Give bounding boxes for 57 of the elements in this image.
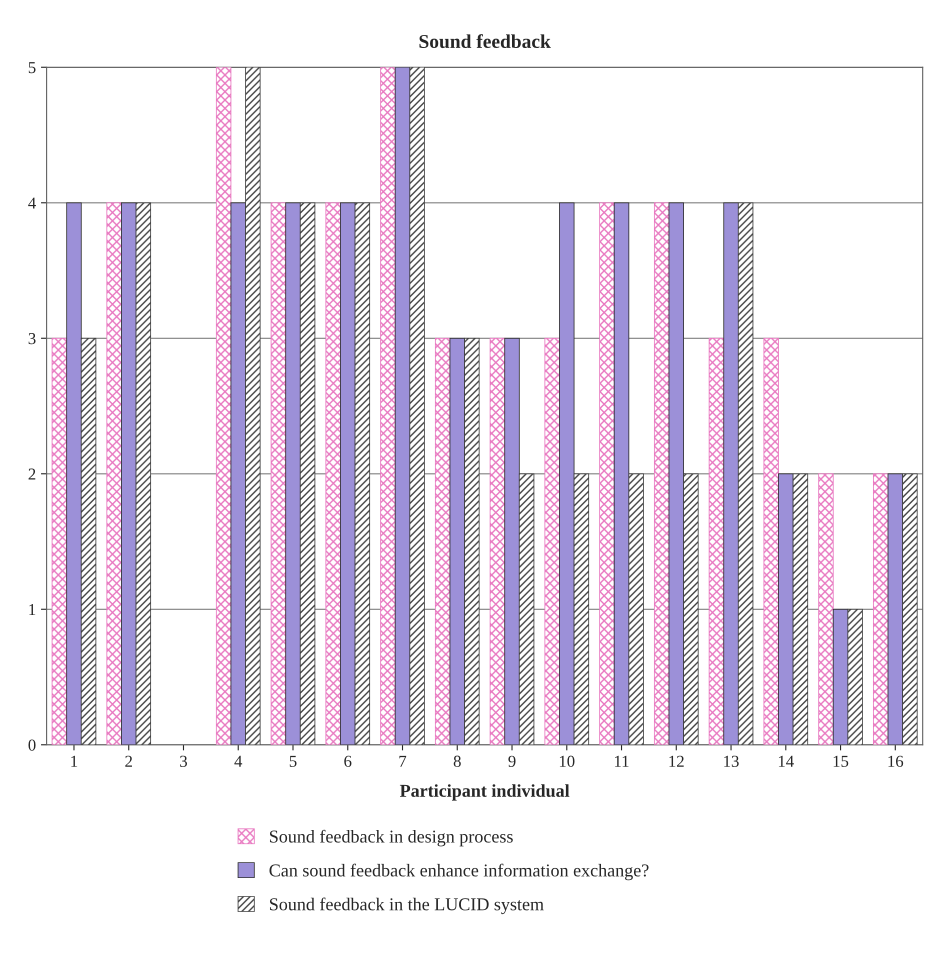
bar	[354, 202, 370, 745]
bar	[654, 202, 670, 745]
bar	[325, 202, 341, 745]
bar	[872, 473, 888, 745]
bar	[544, 338, 560, 745]
bar	[490, 338, 506, 745]
y-tick-label: 5	[28, 62, 36, 74]
bar	[599, 202, 615, 745]
x-tick-label: 9	[508, 756, 516, 767]
x-tick-label: 12	[669, 756, 684, 767]
bar	[409, 67, 425, 745]
bar	[847, 608, 863, 745]
bar	[738, 202, 754, 745]
x-axis-title: Participant individual	[400, 784, 570, 801]
x-tick-label: 11	[614, 756, 629, 767]
chart-title: Sound feedback	[419, 34, 551, 48]
bar	[380, 67, 396, 745]
bar	[518, 473, 534, 745]
x-tick-label: 2	[125, 756, 132, 767]
x-tick-label: 3	[180, 756, 188, 767]
y-tick-label: 1	[29, 604, 36, 616]
bar	[683, 473, 699, 745]
x-tick-label: 15	[834, 756, 848, 767]
bar	[80, 338, 96, 745]
x-tick-label: 1	[71, 756, 78, 767]
x-tick-label: 16	[888, 756, 904, 767]
legend-label: Sound feedback in the LUCID system	[270, 898, 544, 914]
x-tick-label: 7	[399, 756, 406, 767]
bar	[574, 473, 590, 745]
bar	[106, 202, 122, 745]
x-tick-label: 4	[234, 756, 242, 767]
legend-label: Can sound feedback enhance information exchange?	[270, 864, 649, 880]
bar	[216, 67, 232, 745]
bar	[245, 67, 261, 745]
x-tick-label: 10	[560, 756, 574, 767]
bar	[270, 202, 286, 745]
bar	[818, 473, 834, 745]
x-tick-label: 14	[778, 756, 794, 767]
y-tick-label: 3	[28, 333, 36, 344]
x-tick-label: 8	[454, 756, 461, 767]
x-tick-label: 13	[724, 756, 739, 767]
bar	[136, 202, 152, 745]
bar	[52, 338, 68, 745]
bar	[628, 473, 644, 745]
y-tick-label: 0	[28, 739, 36, 751]
bar	[300, 202, 316, 745]
bar	[434, 338, 450, 745]
x-tick-label: 5	[290, 756, 297, 767]
bar	[902, 473, 918, 745]
bar	[792, 473, 808, 745]
y-tick-label: 4	[28, 198, 36, 209]
y-tick-label: 2	[28, 468, 36, 480]
bar	[763, 338, 779, 745]
bar	[464, 338, 480, 745]
bar	[708, 338, 724, 745]
x-tick-label: 6	[344, 756, 352, 767]
legend-label: Sound feedback in design process	[270, 830, 513, 846]
